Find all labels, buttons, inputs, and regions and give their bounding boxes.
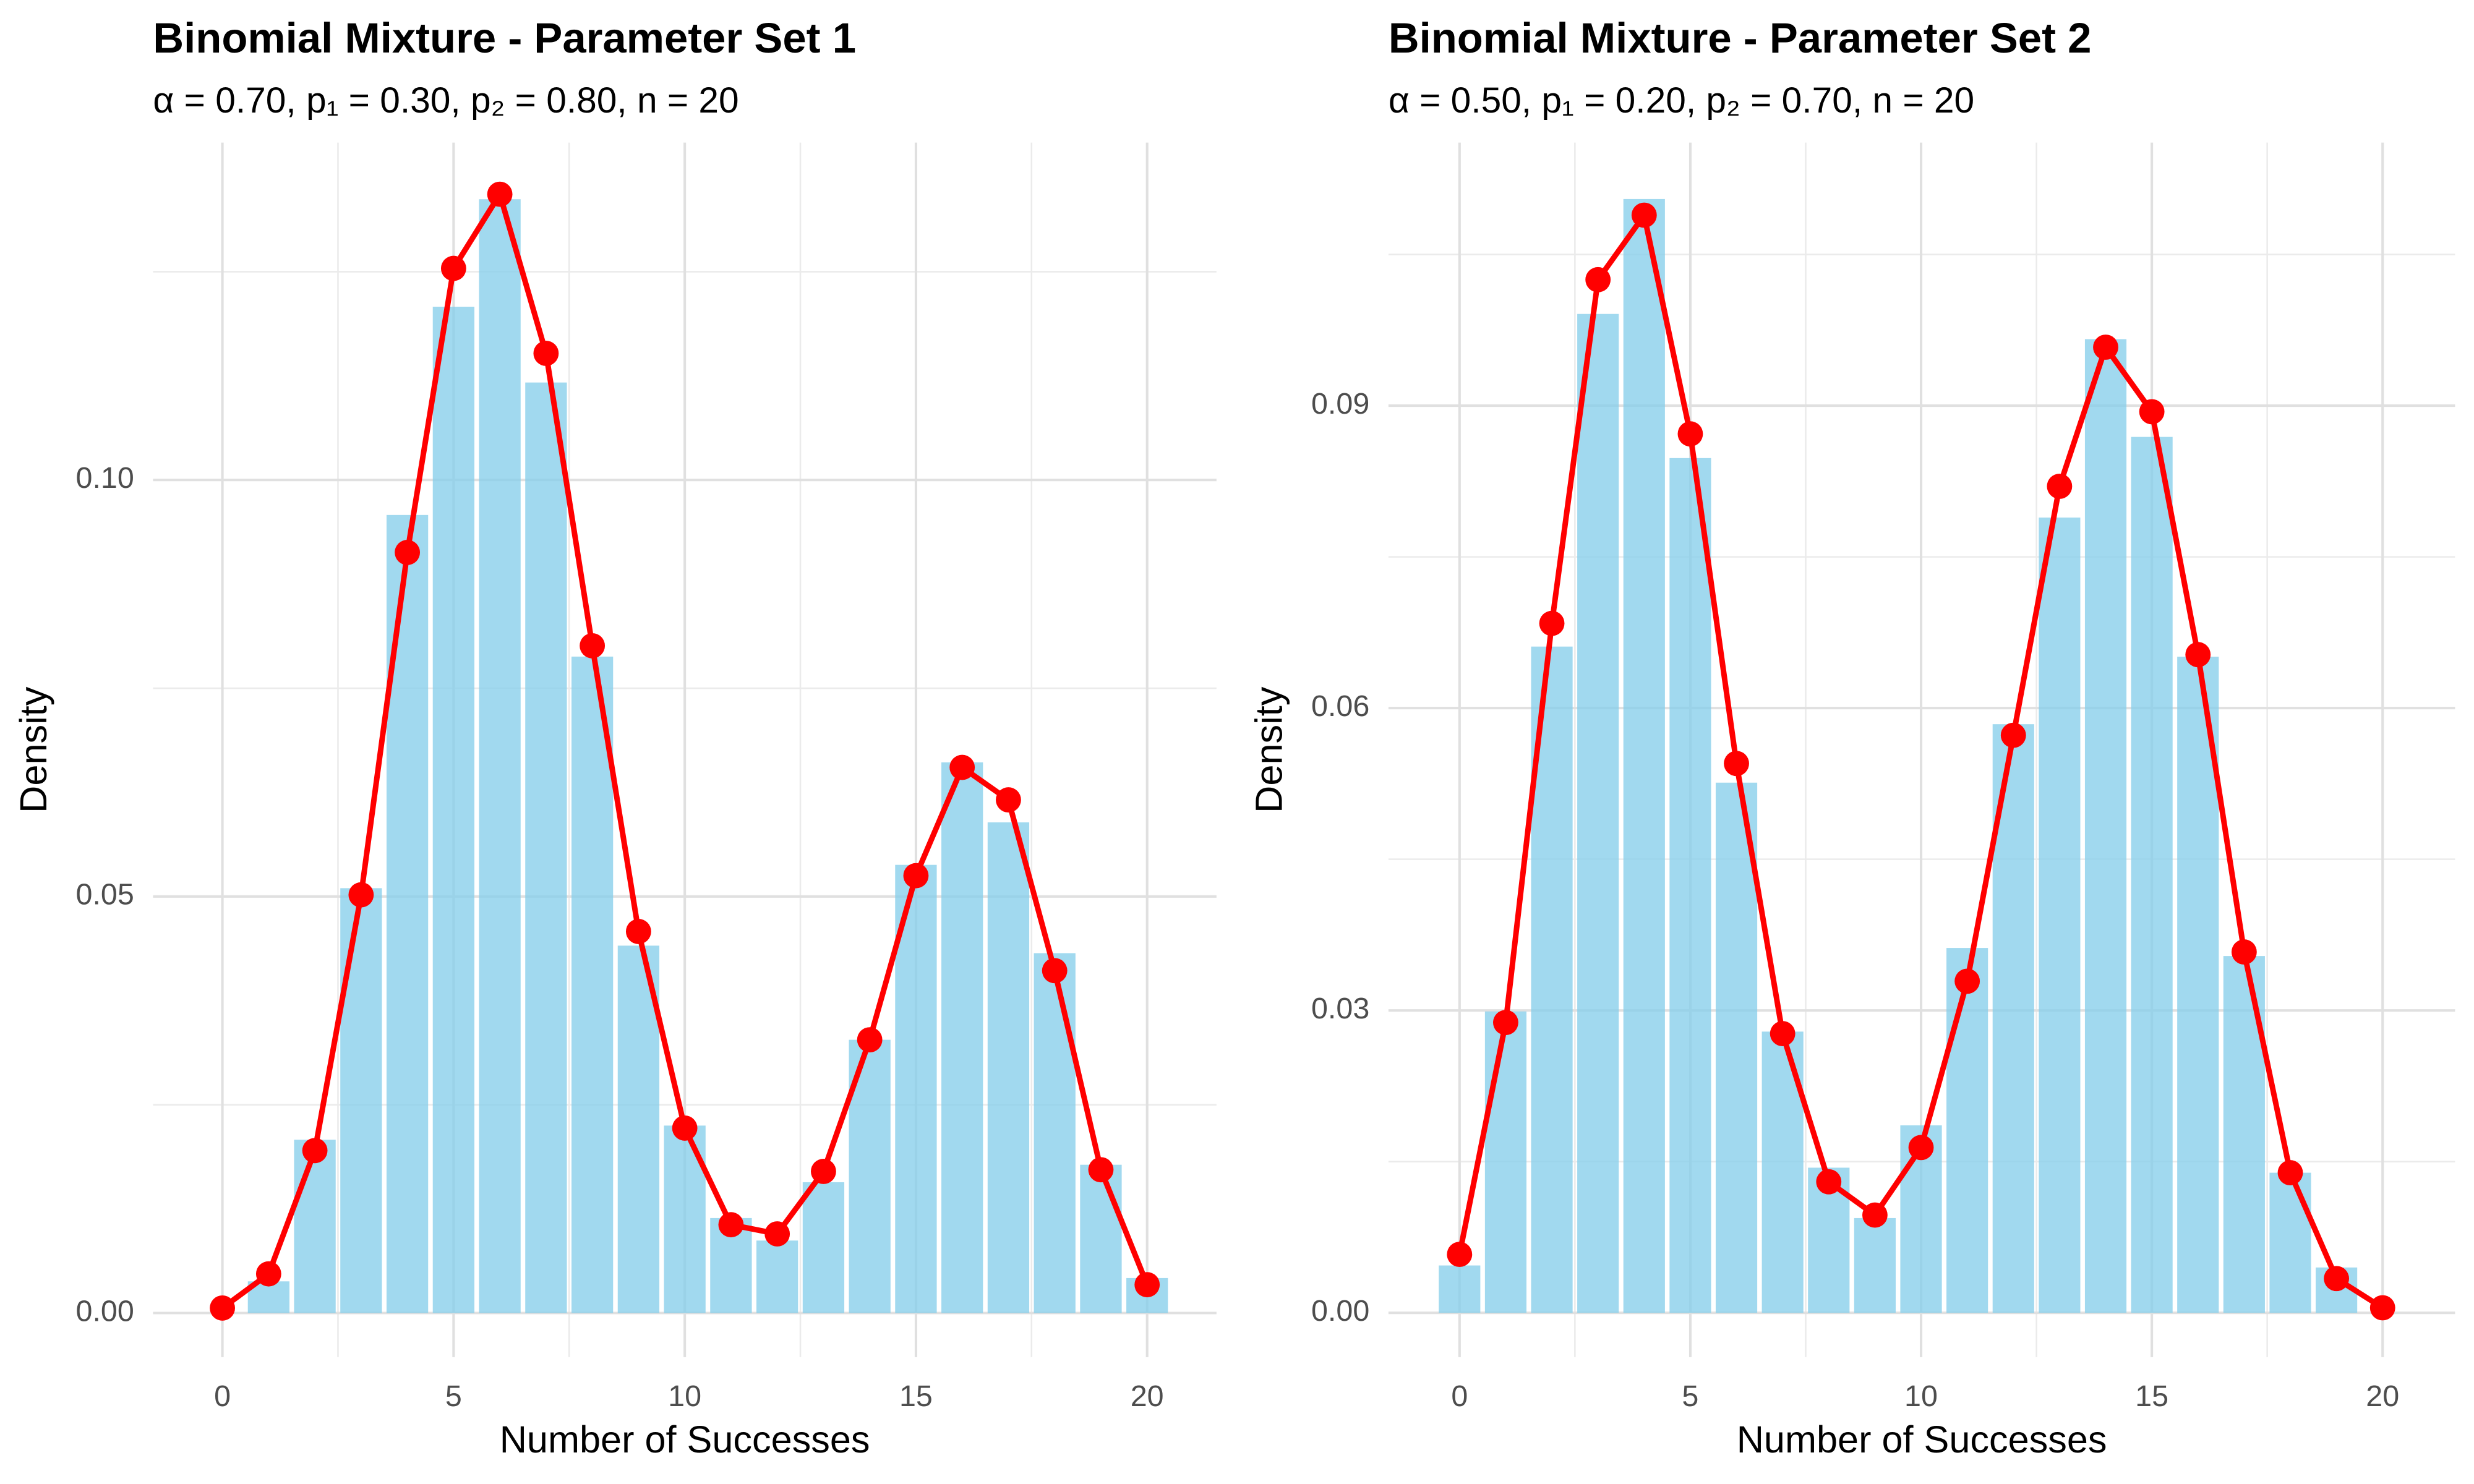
point: [1539, 610, 1565, 636]
x-tick-label: 0: [214, 1380, 231, 1413]
point: [1954, 968, 1980, 994]
bar: [1484, 1011, 1527, 1313]
chart-title: Binomial Mixture - Parameter Set 1: [153, 14, 856, 62]
point: [672, 1115, 698, 1141]
x-tick-label: 15: [2135, 1380, 2168, 1413]
point: [2139, 399, 2165, 425]
point: [1447, 1242, 1473, 1268]
point: [1134, 1272, 1160, 1298]
point: [811, 1159, 836, 1184]
chart: Binomial Mixture - Parameter Set 1 α = 0.…: [12, 14, 1217, 1461]
x-tick-label: 0: [1451, 1380, 1468, 1413]
point: [857, 1027, 883, 1053]
y-tick-label: 0.03: [1311, 992, 1369, 1025]
point: [2047, 474, 2073, 499]
bar: [2084, 339, 2127, 1313]
bar: [1854, 1217, 1896, 1313]
y-axis-label: Density: [1248, 686, 1290, 813]
bar: [386, 514, 429, 1313]
bar: [895, 864, 937, 1313]
point: [348, 882, 374, 908]
point: [2000, 722, 2026, 748]
y-tick-label: 0.10: [76, 461, 134, 495]
point: [1724, 751, 1749, 777]
point: [1493, 1010, 1518, 1036]
point: [1862, 1202, 1888, 1228]
point: [1677, 421, 1703, 447]
bar: [2131, 437, 2173, 1313]
x-tick-label: 15: [899, 1380, 933, 1413]
chart-subtitle: α = 0.50, p₁ = 0.20, p₂ = 0.70, n = 20: [1389, 80, 1974, 121]
point: [903, 863, 929, 889]
bar: [1080, 1164, 1122, 1313]
bar: [1946, 948, 1988, 1313]
bar: [2177, 656, 2219, 1313]
bar: [1623, 198, 1665, 1313]
point: [210, 1295, 235, 1321]
x-tick-label: 10: [668, 1380, 701, 1413]
point: [1088, 1157, 1114, 1183]
point: [2324, 1266, 2350, 1292]
bar: [987, 822, 1030, 1313]
point: [2369, 1295, 2395, 1321]
x-tick-label: 20: [1131, 1380, 1164, 1413]
bar: [1669, 458, 1711, 1313]
x-axis-label: Number of Successes: [500, 1418, 870, 1461]
point: [949, 754, 975, 780]
x-tick-label: 5: [1682, 1380, 1698, 1413]
point: [1816, 1169, 1842, 1195]
point: [533, 341, 559, 366]
point: [487, 181, 513, 207]
point: [255, 1261, 281, 1287]
bar: [802, 1182, 845, 1313]
bar: [571, 656, 614, 1313]
point: [2093, 335, 2118, 360]
x-tick-label: 20: [2366, 1380, 2399, 1413]
y-tick-label: 0.00: [1311, 1294, 1369, 1328]
point: [1042, 958, 1068, 984]
bar: [525, 382, 567, 1313]
point: [996, 787, 1021, 812]
point: [764, 1221, 790, 1247]
chart-title: Binomial Mixture - Parameter Set 2: [1389, 14, 2092, 62]
point: [625, 919, 651, 944]
point: [580, 633, 606, 659]
bar: [617, 945, 660, 1313]
point: [440, 255, 466, 281]
chart: Binomial Mixture - Parameter Set 2 α = 0.…: [1248, 14, 2455, 1461]
bar: [1715, 782, 1758, 1313]
point: [1908, 1135, 1934, 1161]
bar: [1034, 953, 1076, 1313]
x-tick-label: 10: [1904, 1380, 1938, 1413]
point: [302, 1138, 328, 1164]
bar: [432, 307, 475, 1313]
point: [2231, 939, 2257, 965]
chart-subtitle: α = 0.70, p₁ = 0.30, p₂ = 0.80, n = 20: [153, 80, 738, 121]
bar: [941, 762, 983, 1313]
point: [718, 1212, 744, 1238]
bar: [1577, 313, 1619, 1313]
point: [395, 540, 421, 565]
y-tick-label: 0.06: [1311, 689, 1369, 723]
point: [1631, 202, 1657, 228]
bar: [294, 1140, 336, 1313]
y-tick-label: 0.09: [1311, 387, 1369, 420]
point: [1770, 1021, 1796, 1047]
y-tick-label: 0.05: [76, 878, 134, 911]
point: [2185, 642, 2211, 668]
bar: [340, 888, 382, 1313]
x-tick-label: 5: [445, 1380, 462, 1413]
bar: [2269, 1172, 2311, 1313]
x-axis-label: Number of Successes: [1737, 1418, 2107, 1461]
y-axis-label: Density: [12, 686, 54, 813]
bar: [2039, 518, 2081, 1313]
bar: [479, 199, 521, 1313]
point: [2277, 1160, 2303, 1185]
bar: [1439, 1265, 1481, 1313]
point: [1585, 267, 1611, 292]
bar: [756, 1240, 798, 1313]
y-tick-label: 0.00: [76, 1294, 134, 1328]
